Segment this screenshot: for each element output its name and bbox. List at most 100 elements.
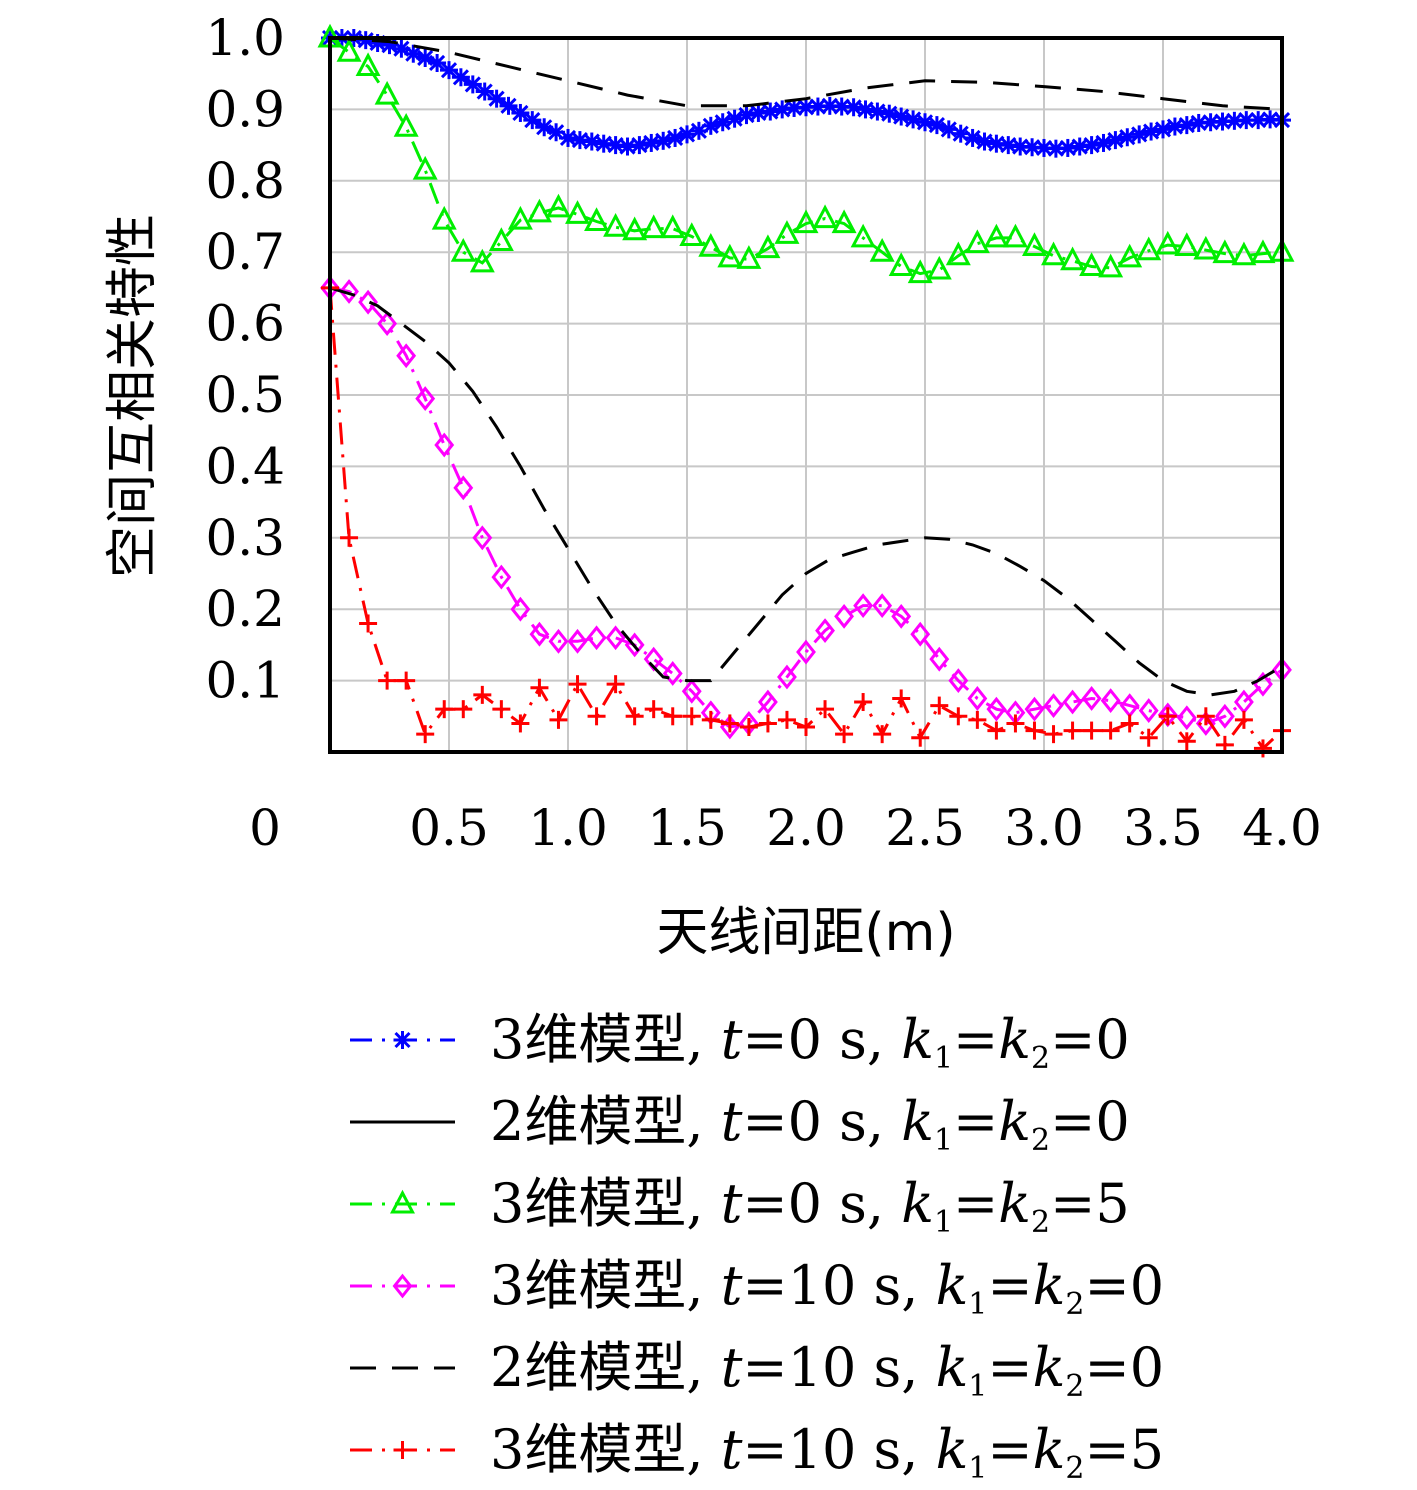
data-point-green (698, 232, 724, 257)
data-point-magenta (834, 603, 855, 629)
legend: 3维模型, t=0 s, k1=k2=0 2维模型, t=0 s, k1=k2=0… (350, 1008, 1164, 1486)
data-point-blue (856, 100, 875, 119)
data-point-green (374, 80, 400, 105)
data-point-magenta (396, 343, 417, 369)
legend-label-part: t (721, 1254, 743, 1317)
data-point-blue (451, 68, 470, 87)
data-point-red (1044, 725, 1063, 744)
data-point-green (1079, 252, 1105, 276)
y-axis-title: 空间互相关特性 (103, 214, 163, 578)
data-point-red (340, 528, 359, 547)
data-point-red (492, 700, 511, 719)
data-point-red (949, 707, 968, 726)
legend-equals: = (987, 1418, 1032, 1481)
data-point-blue (1154, 120, 1172, 139)
data-point-blue (761, 102, 780, 121)
series-line-black-dash (329, 286, 1283, 697)
legend-label: 3维模型, t=0 s, k1=k2=5 (490, 1172, 1130, 1240)
data-point-blue (1130, 125, 1149, 144)
data-point-green (1136, 236, 1162, 261)
data-point-red (682, 707, 701, 726)
legend-k-value: =0 (1050, 1090, 1130, 1153)
x-tick-label: 3.5 (1123, 799, 1203, 857)
data-point-green (469, 248, 495, 273)
data-point-magenta (358, 289, 379, 315)
data-point-magenta (986, 696, 1007, 722)
data-point-blue (892, 107, 911, 126)
legend-k-symbol: k (936, 1418, 969, 1481)
data-point-red (930, 696, 949, 715)
legend-k-subscript: 1 (968, 1451, 987, 1486)
data-point-blue (582, 132, 601, 151)
data-point-red (473, 685, 492, 704)
x-tick-label: 0.5 (409, 799, 489, 857)
data-point-magenta (1043, 693, 1064, 718)
data-point-red (530, 678, 549, 697)
legend-label: 2维模型, t=10 s, k1=k2=0 (490, 1336, 1164, 1404)
data-point-magenta (815, 618, 835, 644)
data-point-magenta (472, 525, 493, 551)
data-point-magenta (1214, 703, 1235, 729)
x-tick-label: 3.0 (1004, 799, 1084, 857)
data-point-magenta (586, 625, 607, 651)
legend-entry: 3维模型, t=0 s, k1=k2=5 (350, 1172, 1130, 1240)
data-point-magenta (529, 621, 550, 647)
data-point-red (835, 725, 854, 744)
data-point-blue (630, 136, 649, 155)
data-point-red (1234, 710, 1253, 729)
data-point-green (584, 207, 610, 231)
data-point-magenta (910, 621, 931, 647)
legend-k-subscript: 1 (968, 1287, 987, 1322)
data-point-red (644, 700, 663, 719)
data-point-magenta (891, 603, 912, 629)
legend-equals: = (987, 1254, 1032, 1317)
grid-lines (330, 37, 1283, 752)
data-point-magenta (777, 664, 797, 690)
data-point-red (968, 710, 987, 729)
data-point-red (1158, 707, 1177, 726)
series-line-black-dash-top (329, 36, 1283, 111)
legend-k-value: =0 (1084, 1254, 1164, 1317)
data-point-magenta (1062, 689, 1083, 715)
data-point-green (431, 205, 457, 230)
data-point-red (454, 700, 473, 719)
data-point-green (603, 212, 629, 237)
legend-label: 3维模型, t=0 s, k1=k2=0 (490, 1008, 1130, 1076)
data-point-green (793, 209, 819, 234)
data-point-blue (642, 133, 661, 152)
data-point-blue (1094, 133, 1113, 152)
data-point-green (755, 234, 781, 259)
data-point-magenta (1024, 696, 1045, 722)
legend-k-value: =5 (1050, 1172, 1130, 1235)
legend-k-symbol: k (901, 1172, 934, 1235)
legend-label-part: =0 s, (742, 1008, 901, 1071)
x-axis-title: 天线间距(m) (656, 903, 955, 963)
data-point-green (907, 259, 933, 284)
data-point-red (1025, 721, 1044, 740)
legend-swatch-marker (390, 1189, 415, 1214)
data-point-green (1193, 235, 1219, 260)
legend-label-part: =10 s, (742, 1254, 935, 1317)
data-point-magenta (872, 593, 893, 619)
data-point-green (565, 200, 591, 224)
series-black-dash (329, 286, 1283, 697)
data-point-red (873, 725, 892, 744)
data-point-magenta (1195, 711, 1216, 736)
data-point-magenta (662, 661, 683, 686)
legend-k-symbol: k (901, 1008, 934, 1071)
data-point-red (359, 614, 378, 633)
data-point-magenta (339, 279, 359, 304)
x-origin-label: 0 (249, 799, 281, 857)
legend-k-symbol: k (936, 1336, 969, 1399)
legend-label-part: 2维模型, (490, 1336, 721, 1399)
legend-entry: 2维模型, t=0 s, k1=k2=0 (350, 1090, 1130, 1158)
data-point-red (758, 714, 777, 733)
data-point-green (1231, 241, 1257, 266)
data-point-red (1006, 714, 1025, 733)
x-tick-label: 1.5 (647, 799, 727, 857)
data-point-red (987, 721, 1006, 740)
data-point-magenta (1100, 688, 1121, 713)
y-tick-label: 0.8 (205, 152, 285, 210)
data-point-red (892, 689, 911, 708)
data-point-green (450, 237, 476, 262)
